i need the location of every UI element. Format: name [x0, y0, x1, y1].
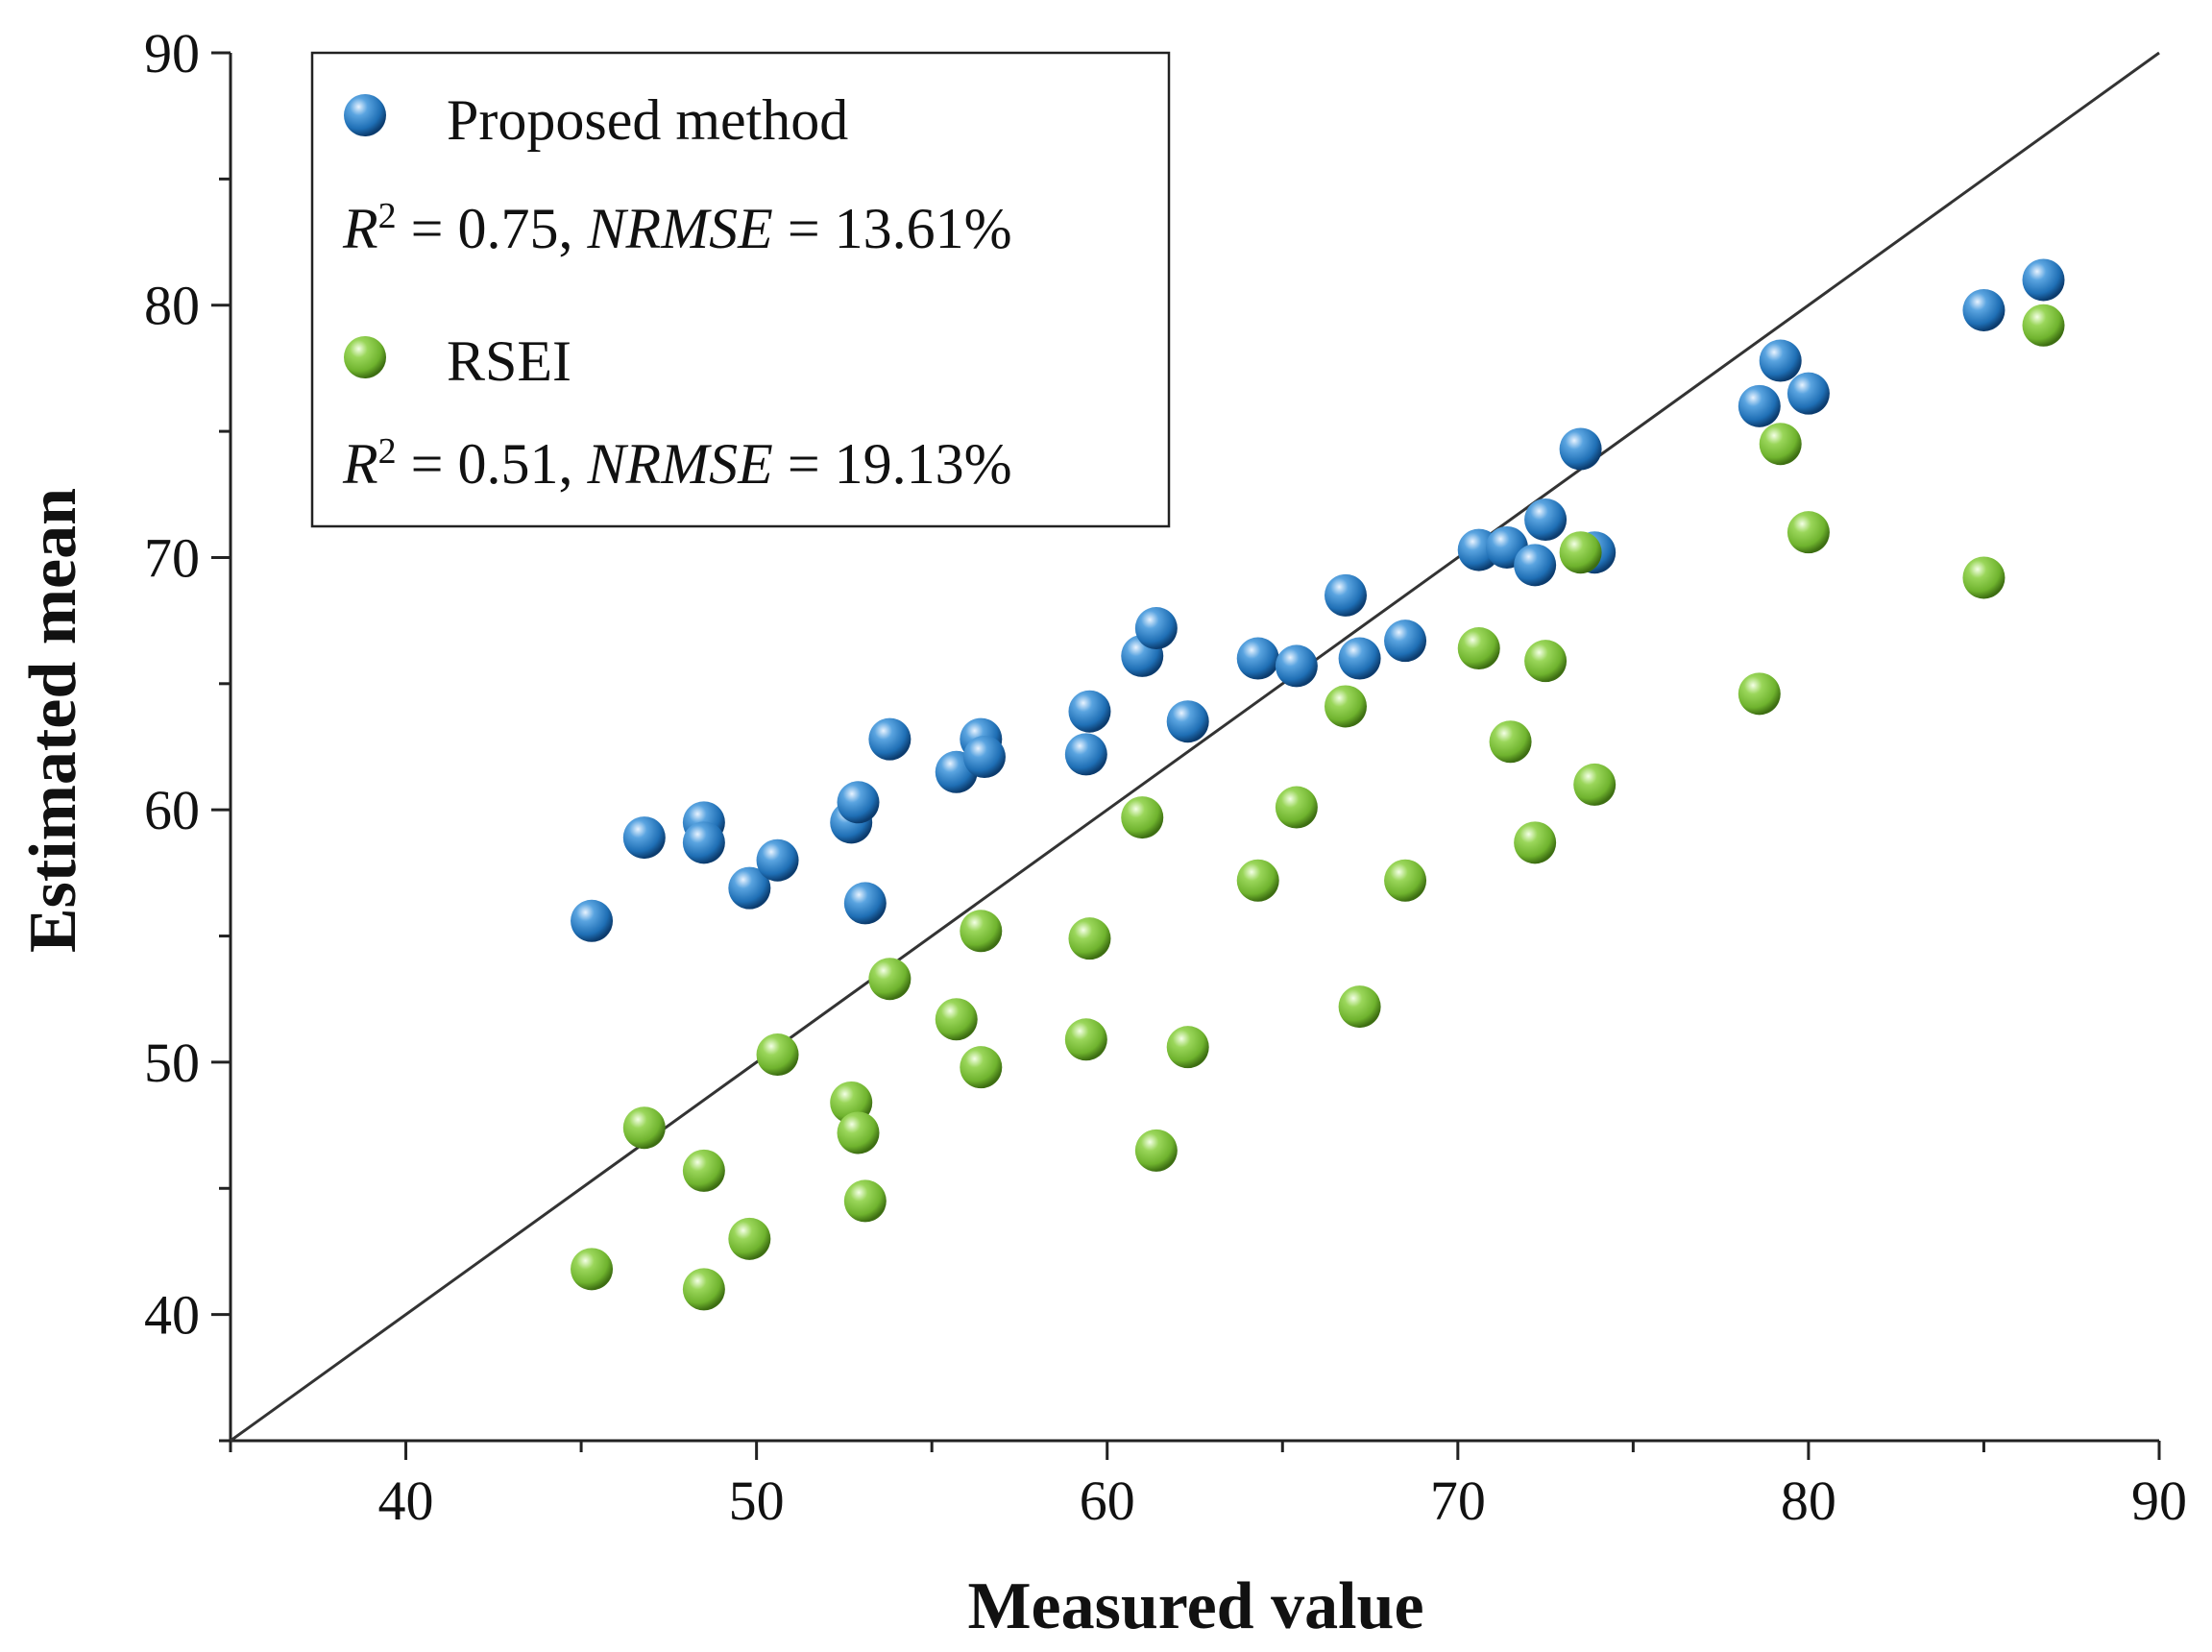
legend-label-rsei: RSEI [447, 329, 571, 393]
x-tick-label: 70 [1430, 1470, 1486, 1532]
data-point-proposed-method [1064, 733, 1107, 776]
y-axis-title: Estimated mean [16, 488, 90, 953]
data-point-proposed-method [1384, 620, 1427, 663]
data-point-proposed-method [837, 781, 880, 824]
data-point-proposed-method [1338, 637, 1381, 680]
data-point-rsei [1962, 556, 2005, 599]
data-point-rsei [1068, 917, 1111, 960]
y-tick-label: 90 [144, 22, 200, 85]
x-axis-title: Measured value [967, 1569, 1423, 1643]
data-point-rsei [622, 1106, 666, 1150]
data-point-rsei [1134, 1129, 1178, 1172]
data-point-rsei [837, 1111, 880, 1154]
legend-marker-proposed-method [344, 94, 386, 136]
data-point-proposed-method [1275, 644, 1318, 688]
x-tick-label: 60 [1080, 1470, 1135, 1532]
data-point-rsei [1384, 859, 1427, 902]
data-point-proposed-method [1524, 498, 1568, 542]
data-point-proposed-method [682, 821, 725, 864]
x-tick-label: 50 [729, 1470, 785, 1532]
data-point-rsei [1064, 1018, 1107, 1061]
data-point-rsei [935, 998, 978, 1041]
data-point-proposed-method [868, 717, 912, 761]
data-point-rsei [1236, 859, 1279, 902]
data-point-proposed-method [1559, 427, 1602, 471]
y-tick-label: 70 [144, 526, 200, 589]
data-point-proposed-method [1324, 573, 1367, 617]
data-point-rsei [868, 958, 912, 1001]
data-point-rsei [1738, 672, 1781, 716]
data-point-rsei [1121, 796, 1164, 839]
data-point-proposed-method [571, 899, 614, 942]
legend-box [310, 51, 1171, 528]
data-point-rsei [1759, 423, 1802, 466]
data-point-proposed-method [1787, 372, 1830, 415]
data-point-proposed-method [843, 882, 887, 925]
data-point-proposed-method [1962, 288, 2005, 331]
legend-stats-proposed-method: R2 = 0.75, NRMSE = 13.61% [342, 196, 1012, 260]
data-point-rsei [1514, 821, 1557, 864]
data-point-rsei [1489, 720, 1532, 764]
data-point-rsei [1559, 531, 1602, 574]
data-point-rsei [682, 1149, 725, 1192]
data-point-rsei [960, 910, 1003, 953]
data-point-proposed-method [1236, 637, 1279, 680]
data-point-rsei [1524, 640, 1568, 683]
data-point-proposed-method [622, 816, 666, 860]
y-tick-label: 60 [144, 779, 200, 841]
legend-marker-rsei [344, 336, 386, 378]
x-tick-label: 80 [1781, 1470, 1836, 1532]
one-to-one-line [230, 51, 2160, 1443]
data-point-proposed-method [2022, 258, 2065, 302]
data-point-rsei [2022, 304, 2065, 347]
data-point-rsei [1166, 1026, 1209, 1069]
data-point-rsei [1787, 511, 1830, 554]
y-tick-label: 80 [144, 275, 200, 337]
legend: Proposed method R2 = 0.75, NRMSE = 13.61… [310, 51, 1171, 528]
data-point-rsei [728, 1217, 771, 1260]
data-point-proposed-method [962, 736, 1006, 779]
data-point-rsei [756, 1033, 799, 1077]
data-point-rsei [1324, 685, 1367, 728]
data-point-proposed-method [1738, 384, 1781, 427]
data-point-proposed-method [1166, 700, 1209, 743]
data-point-proposed-method [1134, 607, 1178, 650]
data-point-rsei [843, 1179, 887, 1223]
data-point-proposed-method [1759, 339, 1802, 382]
data-point-proposed-method [1514, 544, 1557, 587]
legend-stats-rsei: R2 = 0.51, NRMSE = 19.13% [342, 431, 1012, 496]
data-point-proposed-method [728, 866, 771, 910]
data-point-rsei [1457, 627, 1500, 670]
data-point-rsei [1573, 763, 1616, 806]
data-point-rsei [960, 1046, 1003, 1089]
data-point-rsei [1275, 786, 1318, 829]
y-tick-label: 40 [144, 1284, 200, 1347]
data-point-proposed-method [1068, 690, 1111, 733]
legend-label-proposed-method: Proposed method [447, 88, 848, 152]
x-tick-label: 40 [378, 1470, 434, 1532]
data-point-proposed-method [756, 838, 799, 882]
y-tick-label: 50 [144, 1032, 200, 1094]
data-point-rsei [1338, 985, 1381, 1029]
data-point-rsei [682, 1268, 725, 1311]
x-tick-label: 90 [2131, 1470, 2187, 1532]
data-point-rsei [571, 1248, 614, 1291]
